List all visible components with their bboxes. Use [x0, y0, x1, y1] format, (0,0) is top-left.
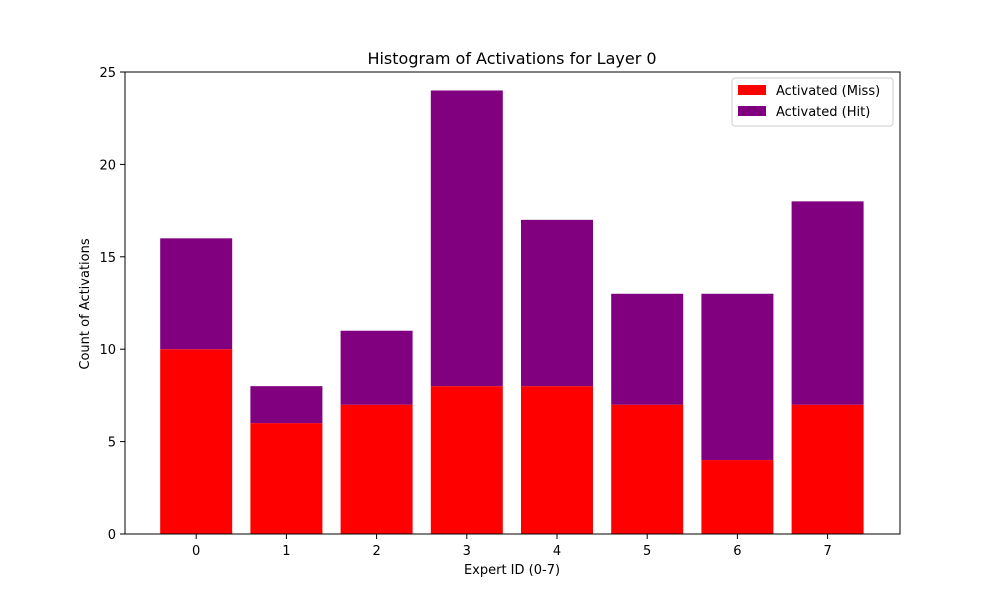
x-tick-label-4: 4: [553, 544, 561, 559]
legend-swatch-miss: [738, 85, 766, 95]
bar-miss-expert-7: [791, 404, 864, 534]
bar-miss-expert-2: [340, 404, 413, 534]
legend-label-miss: Activated (Miss): [776, 84, 880, 99]
bar-hit-expert-1: [250, 386, 323, 424]
x-tick-label-6: 6: [733, 544, 741, 559]
bar-hit-expert-7: [791, 201, 864, 405]
bar-hit-expert-3: [430, 90, 503, 387]
plot-frame: [124, 71, 901, 535]
chart-title: Histogram of Activations for Layer 0: [367, 49, 656, 68]
bar-miss-expert-1: [250, 423, 323, 534]
legend-swatch-hit: [738, 106, 766, 116]
y-tick-label-5: 5: [108, 436, 116, 451]
bar-hit-expert-0: [160, 238, 233, 350]
bar-hit-expert-5: [611, 293, 684, 405]
bar-hit-expert-2: [340, 330, 413, 405]
y-tick-label-15: 15: [99, 251, 116, 266]
legend-label-hit: Activated (Hit): [776, 105, 870, 120]
y-tick-label-10: 10: [99, 343, 116, 358]
x-axis-title: Expert ID (0-7): [464, 563, 560, 578]
bar-hit-expert-6: [701, 293, 774, 461]
x-tick-label-0: 0: [192, 544, 200, 559]
axes-layer: 0 1 2 3 4 5 6 7 0 5 10 15 20 25: [99, 66, 901, 559]
bar-miss-expert-5: [611, 404, 684, 534]
y-tick-label-20: 20: [99, 158, 116, 173]
bar-hit-expert-4: [521, 219, 593, 387]
legend: Activated (Miss) Activated (Hit): [731, 77, 894, 127]
bar-miss-expert-6: [701, 460, 774, 534]
x-tick-label-3: 3: [463, 544, 471, 559]
bar-miss-expert-0: [160, 349, 233, 534]
y-tick-label-25: 25: [99, 66, 116, 81]
bars-layer: [160, 90, 864, 534]
y-tick-label-0: 0: [108, 528, 116, 543]
x-tick-label-1: 1: [282, 544, 290, 559]
bar-miss-expert-3: [430, 386, 503, 534]
y-axis-title: Count of Activations: [78, 238, 93, 369]
x-tick-label-7: 7: [823, 544, 831, 559]
bar-miss-expert-4: [521, 386, 593, 534]
legend-frame: [731, 77, 894, 127]
x-tick-label-5: 5: [643, 544, 651, 559]
x-tick-label-2: 2: [372, 544, 380, 559]
